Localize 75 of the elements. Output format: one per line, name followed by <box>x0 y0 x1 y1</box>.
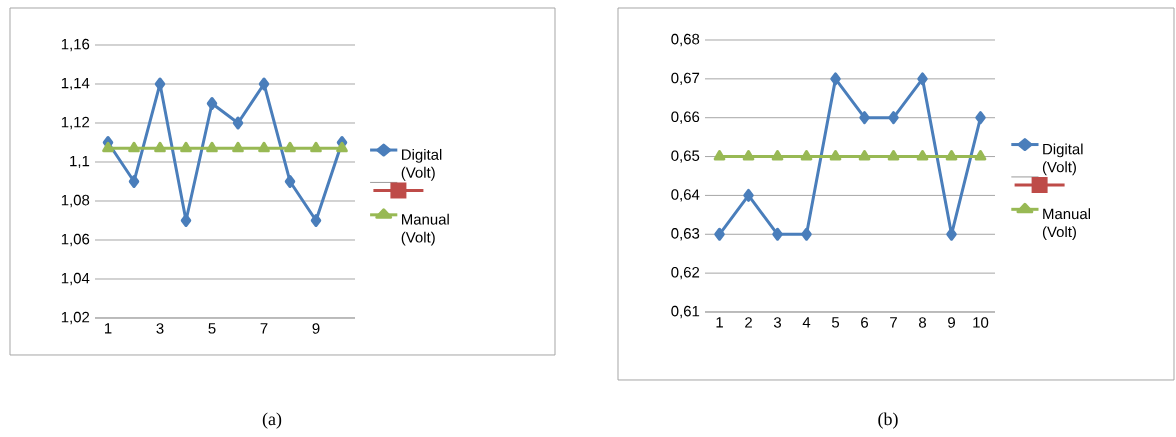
point <box>258 77 270 91</box>
x-tick-label: 4 <box>802 317 811 328</box>
point <box>310 141 322 153</box>
y-tick-label: 1,12 <box>61 116 90 130</box>
point <box>713 150 726 161</box>
x-tick-label: 7 <box>890 317 897 328</box>
x-tick-label: 5 <box>831 317 840 328</box>
point <box>180 213 192 227</box>
point <box>858 150 871 161</box>
point <box>888 111 899 125</box>
point <box>128 141 140 153</box>
point <box>258 141 270 153</box>
y-tick-label: 0,68 <box>671 33 700 47</box>
y-tick-label: 0,65 <box>671 150 700 163</box>
point <box>887 150 900 161</box>
point <box>743 188 754 202</box>
point <box>206 96 218 110</box>
y-tick-label: 0,63 <box>671 228 700 241</box>
point <box>974 150 987 161</box>
point <box>829 150 842 161</box>
x-tick-label: 8 <box>919 317 927 328</box>
point <box>859 111 870 125</box>
x-tick-label: 9 <box>948 317 955 328</box>
point <box>946 227 957 241</box>
legend-label: Manual (Volt) <box>401 213 449 246</box>
point <box>232 141 244 153</box>
point <box>917 72 928 86</box>
text: (a) <box>262 412 282 429</box>
y-tick-label: 1,16 <box>61 38 90 52</box>
point <box>206 141 218 153</box>
point <box>975 111 986 125</box>
x-tick-label: 9 <box>312 323 320 334</box>
point <box>310 213 322 227</box>
y-tick-label: 1,04 <box>61 272 90 286</box>
x-tick-label: 1 <box>105 323 112 334</box>
text: (b) <box>878 412 898 429</box>
point <box>180 141 192 153</box>
point <box>102 141 114 153</box>
point <box>830 72 841 86</box>
x-tick-label: 3 <box>773 317 782 328</box>
point <box>714 227 725 241</box>
x-tick-label: 6 <box>861 317 869 328</box>
y-tick-label: 1,1 <box>70 155 90 169</box>
y-tick-label: 0,62 <box>671 266 700 280</box>
x-tick-label: 1 <box>716 317 723 328</box>
point <box>945 150 958 161</box>
y-tick-label: 0,61 <box>671 305 700 319</box>
point <box>801 227 812 241</box>
point <box>154 77 166 91</box>
y-tick-label: 0,66 <box>671 111 700 124</box>
x-tick-label: 5 <box>208 323 216 334</box>
y-tick-label: 1,02 <box>61 311 90 325</box>
legend-label: Digital (Volt) <box>401 148 442 181</box>
x-tick-label: 3 <box>156 323 164 334</box>
legend-label: Digital (Volt) <box>1042 143 1083 176</box>
point <box>232 116 244 130</box>
point <box>154 141 166 153</box>
point <box>772 227 783 241</box>
y-tick-label: 1,14 <box>61 77 90 91</box>
x-tick-label: 7 <box>260 323 268 334</box>
point <box>128 174 140 188</box>
point <box>742 150 755 161</box>
y-tick-label: 0,67 <box>671 72 700 86</box>
point <box>284 174 296 188</box>
point <box>916 150 929 161</box>
x-tick-label: 2 <box>745 317 752 328</box>
point <box>771 150 784 161</box>
y-tick-label: 1,08 <box>61 194 90 208</box>
y-tick-label: 0,64 <box>671 189 700 202</box>
y-tick-label: 1,06 <box>61 233 90 247</box>
point <box>336 141 348 153</box>
x-tick-label: 10 <box>973 317 989 328</box>
legend-label: Manual (Volt) <box>1042 208 1090 241</box>
point <box>800 150 813 161</box>
point <box>284 141 296 153</box>
